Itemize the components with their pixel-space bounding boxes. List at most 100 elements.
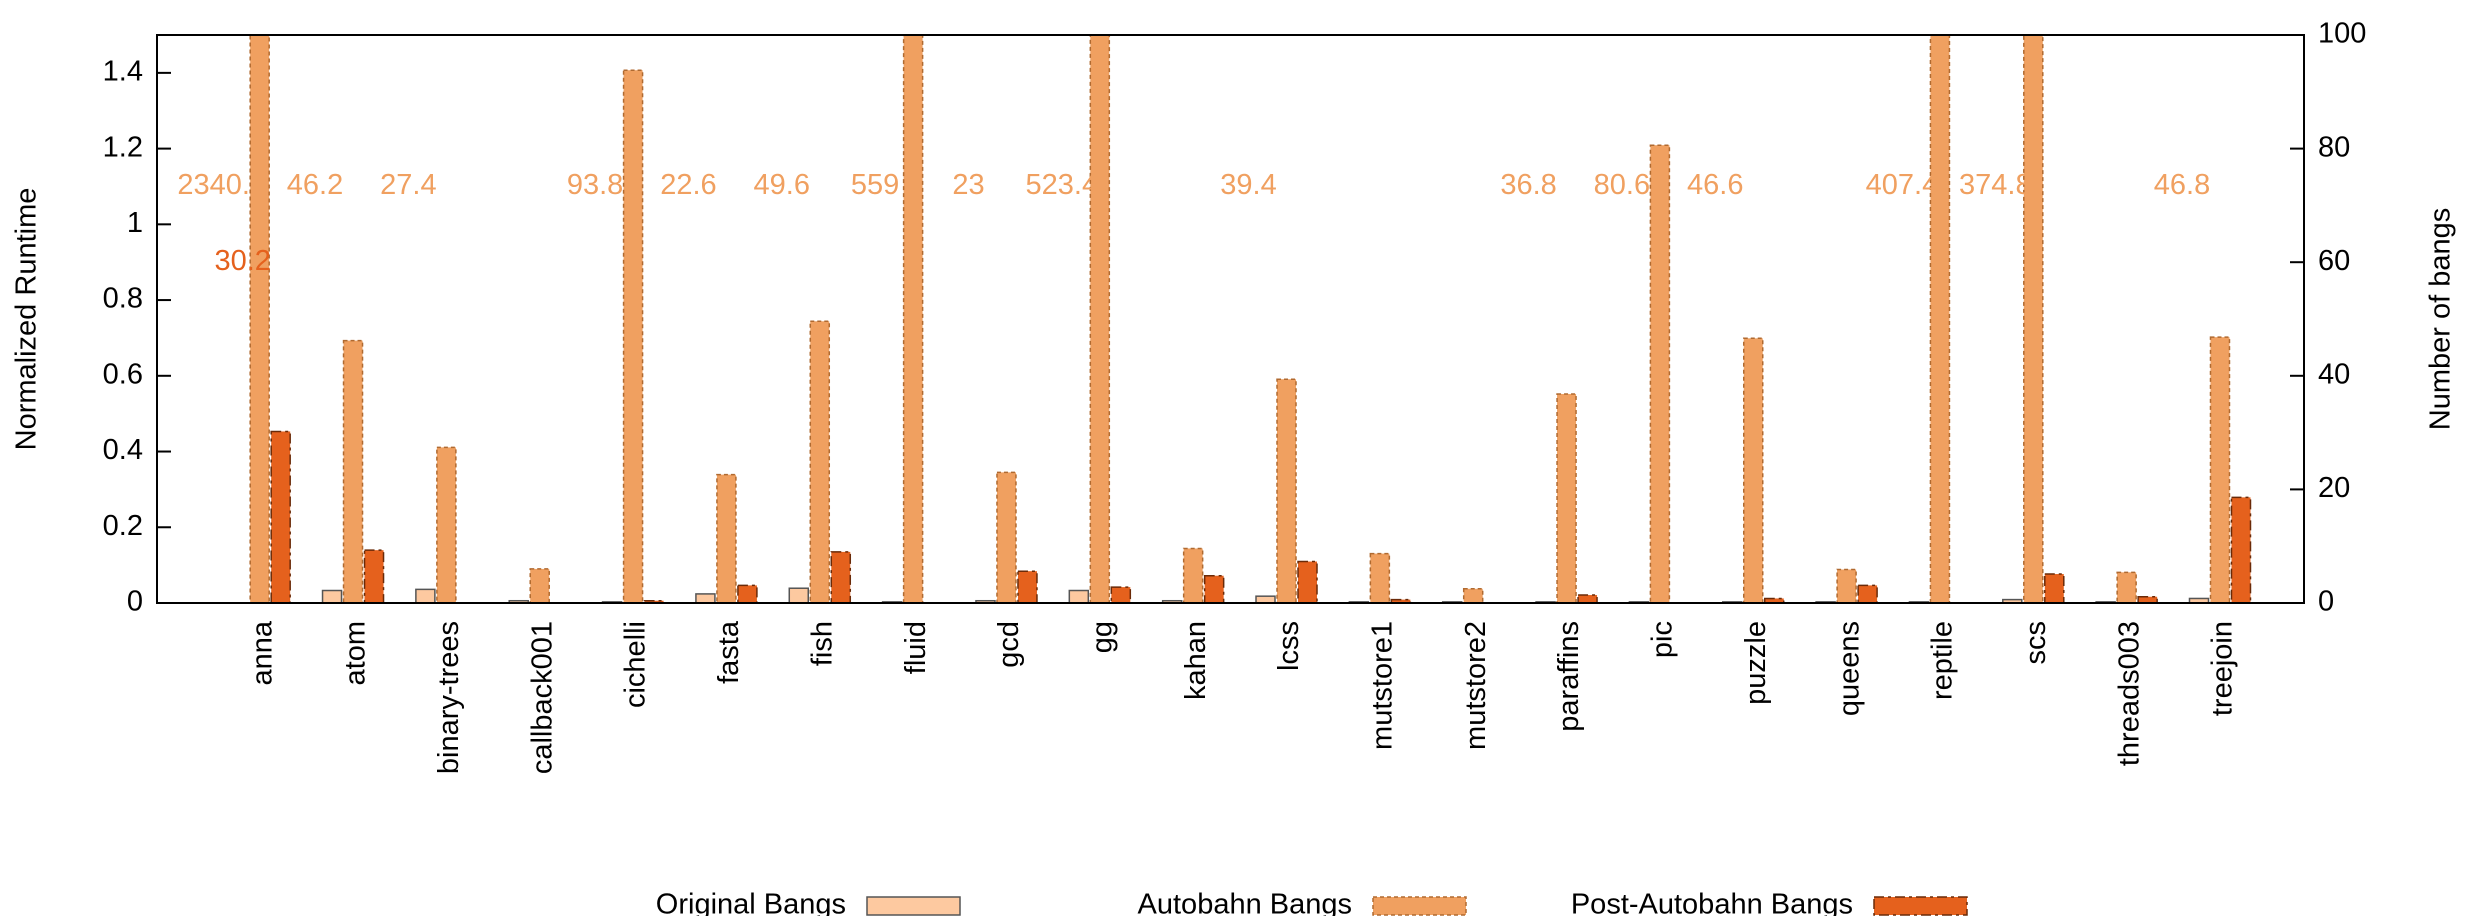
bar xyxy=(1369,552,1391,603)
y-tick-label: 1.4 xyxy=(103,56,143,88)
x-tick-label: kahan xyxy=(1180,621,1212,700)
legend-label: Original Bangs xyxy=(656,889,846,916)
bar xyxy=(622,69,644,603)
bar xyxy=(975,599,996,603)
value-label: 23 xyxy=(952,169,984,201)
y2-tick-label: 40 xyxy=(2318,358,2350,390)
x-tick-label: fluid xyxy=(900,621,932,674)
y2-tick-label: 0 xyxy=(2318,586,2334,618)
value-label: 22.6 xyxy=(660,169,716,201)
value-label: 27.4 xyxy=(380,169,436,201)
x-tick-label: fasta xyxy=(713,620,745,684)
value-label: 46.6 xyxy=(1687,169,1743,201)
y-axis-title: Normalized Runtime xyxy=(11,188,43,451)
bar xyxy=(1763,597,1785,603)
bar xyxy=(2116,571,2137,603)
bar xyxy=(249,35,270,603)
value-label: 36.8 xyxy=(1500,169,1556,201)
plot-area xyxy=(249,35,2252,603)
y-tick-label: 0.6 xyxy=(103,358,143,390)
y-tick-label: 0.8 xyxy=(103,283,143,315)
x-tick-label: paraffins xyxy=(1553,621,1585,732)
bar xyxy=(2230,496,2252,603)
bar xyxy=(695,593,716,603)
value-label: 30.2 xyxy=(214,245,270,277)
value-label: 93.8 xyxy=(567,169,623,201)
bar xyxy=(643,599,665,603)
bar xyxy=(1462,588,1484,603)
x-tick-label: fish xyxy=(806,621,838,666)
value-label: 407.4 xyxy=(1866,169,1939,201)
x-tick-label: gcd xyxy=(993,621,1025,668)
bar xyxy=(1255,595,1276,603)
x-tick-label: callback001 xyxy=(526,621,558,774)
bar xyxy=(1017,570,1038,603)
bar xyxy=(902,35,924,603)
bar xyxy=(1857,584,1878,603)
x-tick-label: mutstore1 xyxy=(1367,621,1399,750)
legend-swatch xyxy=(1372,896,1467,916)
bar xyxy=(1390,598,1412,603)
bar xyxy=(809,320,831,603)
value-label: 559 xyxy=(851,169,899,201)
x-tick-label: treejoin xyxy=(2207,621,2239,716)
bar xyxy=(436,446,457,603)
bar xyxy=(321,589,343,603)
y2-tick-label: 100 xyxy=(2318,18,2366,50)
bar xyxy=(1068,589,1090,603)
legend-swatch xyxy=(1873,896,1968,916)
bar xyxy=(1649,144,1671,603)
value-label: 39.4 xyxy=(1220,169,1276,201)
bar xyxy=(1110,586,1132,603)
bar xyxy=(1742,337,1764,603)
bar xyxy=(270,430,291,603)
bar xyxy=(716,473,737,603)
bar xyxy=(342,339,364,603)
y2-tick-label: 20 xyxy=(2318,472,2350,504)
bar xyxy=(1929,35,1951,603)
x-tick-label: anna xyxy=(246,620,278,685)
x-tick-label: threads003 xyxy=(2113,621,2145,766)
y-tick-label: 0.2 xyxy=(103,510,143,542)
value-label: 80.6 xyxy=(1594,169,1650,201)
x-tick-label: mutstore2 xyxy=(1460,621,1492,750)
bar xyxy=(1161,599,1183,603)
bar xyxy=(830,551,852,603)
bar xyxy=(1182,547,1204,603)
bar xyxy=(1089,35,1111,603)
x-tick-label: puzzle xyxy=(1740,621,1772,705)
bar xyxy=(788,587,810,603)
y2-axis-title: Number of bangs xyxy=(2425,208,2457,430)
x-tick-label: gg xyxy=(1086,621,1118,653)
legend-label: Post-Autobahn Bangs xyxy=(1571,889,1853,916)
value-label: 49.6 xyxy=(754,169,810,201)
value-label: 46.8 xyxy=(2154,169,2210,201)
legend-label: Autobahn Bangs xyxy=(1138,889,1352,916)
y-tick-label: 1 xyxy=(127,207,143,239)
y2-tick-label: 80 xyxy=(2318,131,2350,163)
bar xyxy=(996,471,1017,603)
x-tick-label: queens xyxy=(1833,621,1865,716)
x-tick-label: binary-trees xyxy=(433,621,465,774)
x-tick-label: pic xyxy=(1647,621,1679,658)
bar xyxy=(2209,336,2231,603)
bar xyxy=(508,599,529,603)
y-tick-label: 0.4 xyxy=(103,434,143,466)
bar xyxy=(2023,35,2044,603)
bar xyxy=(1836,568,1857,603)
bar xyxy=(1577,594,1598,603)
bar xyxy=(2044,573,2065,603)
bar xyxy=(529,568,550,603)
value-label: 2340.4 xyxy=(177,169,266,201)
bar xyxy=(363,549,385,603)
y-tick-label: 0 xyxy=(127,586,143,618)
bar xyxy=(1556,393,1577,603)
x-tick-label: lcss xyxy=(1273,621,1305,671)
legend-swatch xyxy=(866,896,961,916)
plot-frame xyxy=(156,34,2305,604)
bar xyxy=(415,588,436,603)
bar xyxy=(1297,560,1318,603)
bar xyxy=(2137,596,2158,603)
x-tick-label: scs xyxy=(2020,621,2052,665)
